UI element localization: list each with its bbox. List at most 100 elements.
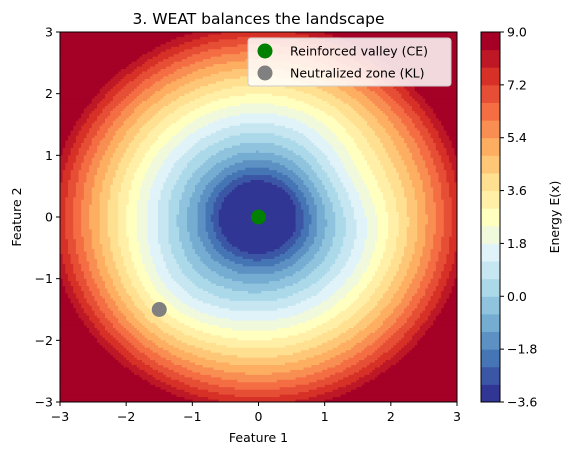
contour-cell <box>210 256 225 260</box>
contour-cell <box>168 209 180 213</box>
contour-cell <box>152 258 164 262</box>
contour-cell <box>314 182 323 186</box>
contour-cell <box>438 298 448 302</box>
contour-cell <box>425 288 437 292</box>
contour-cell <box>316 212 326 216</box>
contour-cell <box>205 340 305 344</box>
contour-cell <box>335 217 347 221</box>
contour-cell <box>67 251 77 255</box>
contour-cell <box>380 313 392 317</box>
contour-cell <box>97 93 106 97</box>
contour-cell <box>396 128 408 132</box>
contour-cell <box>274 256 291 260</box>
contour-cell <box>404 160 416 164</box>
contour-cell <box>189 110 212 114</box>
contour-cell <box>417 268 426 272</box>
contour-cell <box>290 256 302 260</box>
contour-cell <box>94 180 103 184</box>
contour-cell <box>425 113 437 117</box>
contour-cell <box>390 160 405 164</box>
contour-cell <box>184 350 212 354</box>
contour-cell <box>390 325 403 329</box>
contour-cell <box>319 192 328 196</box>
contour-cell <box>60 51 148 55</box>
contour-cell <box>181 140 199 144</box>
contour-cell <box>337 197 350 201</box>
contour-cell <box>369 263 381 267</box>
contour-cell <box>123 123 135 127</box>
contour-cell <box>200 258 215 262</box>
contour-cell <box>367 229 379 233</box>
contour-cell <box>136 347 151 351</box>
contour-cell <box>337 192 350 196</box>
contour-cell <box>60 332 93 336</box>
contour-cell <box>67 241 77 245</box>
contour-cell <box>102 155 114 159</box>
contour-cell <box>144 123 159 127</box>
contour-cell <box>422 254 432 258</box>
contour-cell <box>110 110 122 114</box>
contour-cell <box>75 310 85 314</box>
contour-cell <box>279 246 291 250</box>
contour-cell <box>149 192 162 196</box>
contour-cell <box>70 147 80 151</box>
contour-cell <box>216 231 223 235</box>
contour-cell <box>295 212 305 216</box>
contour-cell <box>348 133 363 137</box>
contour-cell <box>181 286 199 290</box>
contour-cell <box>136 204 148 208</box>
contour-cell <box>327 350 347 354</box>
contour-cell <box>380 281 392 285</box>
contour-cell <box>388 315 400 319</box>
contour-cell <box>314 355 336 359</box>
contour-cell <box>308 389 334 393</box>
contour-cell <box>99 320 111 324</box>
contour-cell <box>361 367 376 371</box>
contour-cell <box>89 318 101 322</box>
contour-cell <box>86 325 96 329</box>
contour-cell <box>332 165 344 169</box>
contour-cell <box>343 113 360 117</box>
contour-cell <box>343 369 360 373</box>
contour-cell <box>75 295 85 299</box>
contour-cell <box>398 217 410 221</box>
contour-cell <box>353 372 371 376</box>
contour-cell <box>380 86 395 90</box>
contour-cell <box>173 187 185 191</box>
contour-cell <box>83 160 93 164</box>
contour-cell <box>218 305 289 309</box>
contour-cell <box>60 152 64 156</box>
contour-cell <box>369 165 384 169</box>
contour-cell <box>393 140 405 144</box>
contour-cell <box>60 81 109 85</box>
contour-cell <box>364 337 379 341</box>
contour-cell <box>419 298 432 302</box>
contour-cell <box>295 32 326 36</box>
contour-cell <box>393 293 405 297</box>
contour-cell <box>155 288 170 292</box>
contour-cell <box>374 207 387 211</box>
contour-cell <box>337 379 358 383</box>
contour-cell <box>118 360 130 364</box>
contour-cell <box>131 310 143 314</box>
contour-cell <box>67 192 77 196</box>
contour-cell <box>433 125 445 129</box>
contour-cell <box>142 342 156 346</box>
contour-cell <box>385 207 397 211</box>
contour-cell <box>422 187 434 191</box>
contour-cell <box>115 303 127 307</box>
contour-cell <box>115 288 127 292</box>
contour-cell <box>99 224 109 228</box>
contour-cell <box>94 310 103 314</box>
contour-cell <box>202 276 225 280</box>
contour-cell <box>157 61 175 65</box>
contour-cell <box>149 106 164 110</box>
contour-cell <box>414 251 424 255</box>
contour-cell <box>91 308 101 312</box>
contour-cell <box>126 231 138 235</box>
contour-cell <box>433 271 442 275</box>
contour-cell <box>406 165 418 169</box>
contour-cell <box>303 217 313 221</box>
contour-cell <box>430 298 440 302</box>
contour-cell <box>99 160 111 164</box>
